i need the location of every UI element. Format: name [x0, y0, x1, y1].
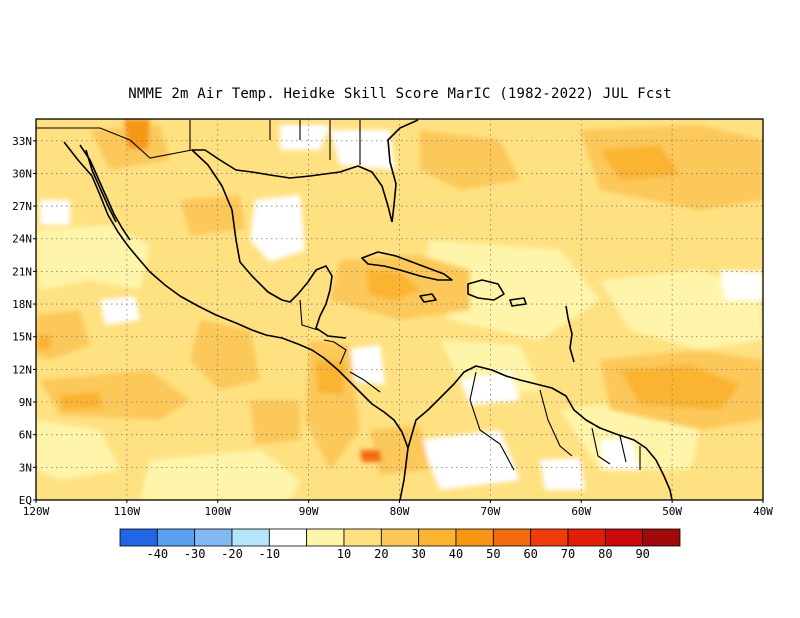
colorbar-swatch: [492, 528, 532, 547]
colorbar-swatch: [156, 528, 196, 547]
lat-label: 33N: [12, 135, 32, 148]
latitude-labels: 33N 30N 27N 24N 21N 18N 15N 12N 9N 6N 3N EQ: [12, 135, 36, 507]
colorbar-swatch: [642, 528, 681, 547]
lon-label: 70W: [480, 505, 500, 518]
lat-label: EQ: [19, 494, 32, 507]
colorbar-swatch: [268, 528, 308, 547]
colorbar-label: -10: [258, 547, 280, 561]
colorbar-label: 70: [561, 547, 575, 561]
lat-label: 3N: [19, 461, 32, 474]
colorbar-label: 90: [635, 547, 649, 561]
colorbar-label: 20: [374, 547, 388, 561]
lat-label: 30N: [12, 167, 32, 180]
map-grid: [36, 119, 763, 500]
lon-label: 60W: [571, 505, 591, 518]
lat-label: 6N: [19, 429, 32, 442]
skill-field: [36, 119, 763, 500]
colorbar-swatch: [194, 528, 233, 547]
lat-label: 27N: [12, 200, 32, 213]
lon-label: 90W: [299, 505, 319, 518]
chart-title: NMME 2m Air Temp. Heidke Skill Score Mar…: [128, 86, 672, 102]
colorbar-swatch: [455, 528, 494, 547]
colorbar-swatch: [343, 528, 382, 547]
colorbar-swatch: [530, 528, 569, 547]
colorbar-swatch: [604, 528, 644, 547]
colorbar: -40 -30 -20 -10 10 20 30 40 50 60 70 80 90: [119, 528, 681, 561]
colorbar-swatch: [567, 528, 606, 547]
lat-label: 18N: [12, 298, 32, 311]
lat-label: 24N: [12, 233, 32, 246]
lon-label: 40W: [753, 505, 773, 518]
colorbar-swatch: [119, 528, 158, 547]
lat-label: 9N: [19, 396, 32, 409]
colorbar-label: 30: [411, 547, 425, 561]
colorbar-label: 80: [598, 547, 612, 561]
colorbar-label: 40: [449, 547, 463, 561]
lon-label: 120W: [23, 505, 50, 518]
lat-label: 12N: [12, 363, 32, 376]
colorbar-label: 50: [486, 547, 500, 561]
colorbar-label: -20: [221, 547, 243, 561]
lon-label: 110W: [114, 505, 141, 518]
coastlines: [63, 119, 673, 500]
lon-label: 50W: [662, 505, 682, 518]
lat-label: 15N: [12, 331, 32, 344]
lat-label: 21N: [12, 265, 32, 278]
colorbar-swatch: [231, 528, 270, 547]
lon-label: 80W: [390, 505, 410, 518]
colorbar-swatch: [380, 528, 420, 547]
colorbar-swatch: [306, 528, 345, 547]
colorbar-label: -30: [184, 547, 206, 561]
colorbar-swatch: [418, 528, 457, 547]
longitude-labels: 120W 110W 100W 90W 80W 70W 60W 50W 40W: [23, 500, 773, 518]
colorbar-label: 10: [337, 547, 351, 561]
colorbar-label: 60: [523, 547, 537, 561]
colorbar-label: -40: [146, 547, 168, 561]
borders: [36, 120, 641, 471]
lon-label: 100W: [205, 505, 232, 518]
